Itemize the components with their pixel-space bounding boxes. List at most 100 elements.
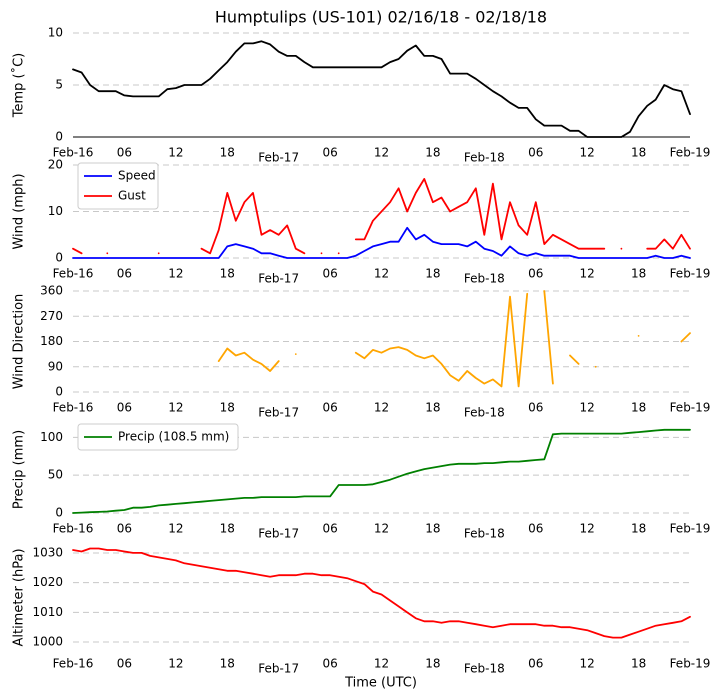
y-tick-label: 0 (55, 385, 63, 399)
y-tick-label: 50 (48, 468, 63, 482)
x-tick-label: 06 (528, 267, 543, 281)
x-tick-label: 18 (220, 522, 235, 536)
x-tick-label: 06 (528, 657, 543, 671)
x-tick-label: 18 (631, 146, 646, 160)
y-tick-label: 180 (40, 334, 63, 348)
legend-box (77, 423, 239, 451)
x-tick-label: 12 (374, 522, 389, 536)
y-tick-label: 1020 (32, 575, 63, 589)
x-tick-label: 12 (580, 657, 595, 671)
x-tick-label: Feb-16 (53, 146, 94, 160)
x-tick-label: Feb-19 (670, 146, 711, 160)
y-tick-label: 0 (55, 506, 63, 520)
x-tick-label: 12 (168, 657, 183, 671)
x-tick-label: 06 (528, 146, 543, 160)
x-tick-label: Feb-16 (53, 401, 94, 415)
y-axis-label: Wind (mph) (12, 173, 27, 249)
x-tick-label: 12 (374, 657, 389, 671)
y-axis-label: Temp (˚C) (11, 53, 27, 119)
data-line (72, 226, 691, 259)
x-tick-label: 12 (374, 146, 389, 160)
x-tick-label: 12 (168, 267, 183, 281)
x-tick-label: Feb-17 (258, 662, 299, 676)
x-tick-label: 18 (631, 522, 646, 536)
legend-label: Speed (118, 169, 156, 183)
x-tick-label: Feb-17 (258, 406, 299, 420)
y-tick-label: 10 (48, 204, 63, 218)
x-tick-label: 12 (374, 267, 389, 281)
x-tick-label: 18 (220, 401, 235, 415)
x-tick-label: 18 (425, 657, 440, 671)
x-tick-label: Feb-19 (670, 522, 711, 536)
y-tick-label: 20 (48, 158, 63, 172)
legend-label: Precip (108.5 mm) (118, 430, 229, 444)
x-tick-label: 18 (425, 522, 440, 536)
x-tick-label: 18 (631, 401, 646, 415)
x-tick-label: 12 (168, 146, 183, 160)
legend-label: Gust (118, 189, 146, 203)
data-line (72, 547, 691, 639)
x-tick-label: Feb-18 (464, 662, 505, 676)
x-tick-label: 06 (117, 522, 132, 536)
x-tick-label: 18 (631, 657, 646, 671)
x-tick-label: 12 (580, 146, 595, 160)
x-tick-label: 12 (374, 401, 389, 415)
y-tick-label: 360 (40, 284, 63, 298)
x-tick-label: 18 (220, 146, 235, 160)
x-tick-label: 12 (580, 522, 595, 536)
x-tick-label: Feb-18 (464, 151, 505, 165)
y-tick-label: 5 (55, 78, 63, 92)
x-tick-label: 18 (425, 146, 440, 160)
y-axis-label: Wind Direction (12, 294, 27, 390)
x-tick-label: 06 (117, 657, 132, 671)
x-tick-label: 06 (322, 146, 337, 160)
x-tick-label: 06 (528, 522, 543, 536)
data-line (217, 290, 691, 388)
x-tick-label: Feb-17 (258, 527, 299, 541)
x-tick-label: 06 (322, 522, 337, 536)
x-tick-label: 18 (220, 657, 235, 671)
x-tick-label: Feb-17 (258, 151, 299, 165)
x-tick-label: 06 (117, 401, 132, 415)
x-tick-label: 06 (528, 401, 543, 415)
x-tick-label: Feb-18 (464, 406, 505, 420)
y-tick-label: 0 (55, 130, 63, 144)
chart-title: Humptulips (US-101) 02/16/18 - 02/18/18 (215, 8, 547, 27)
x-tick-label: 06 (117, 267, 132, 281)
x-tick-label: Feb-19 (670, 401, 711, 415)
y-tick-label: 1030 (32, 545, 63, 559)
x-tick-label: Feb-19 (670, 267, 711, 281)
x-tick-label: Feb-18 (464, 527, 505, 541)
y-axis-label: Altimeter (hPa) (12, 548, 27, 646)
y-tick-label: 270 (40, 309, 63, 323)
x-tick-label: 18 (425, 267, 440, 281)
y-tick-label: 1000 (32, 635, 63, 649)
legend-box (77, 162, 159, 210)
x-tick-label: Feb-16 (53, 267, 94, 281)
y-tick-label: 90 (48, 359, 63, 373)
y-tick-label: 10 (48, 26, 63, 40)
x-tick-label: 12 (168, 401, 183, 415)
x-tick-label: 06 (322, 401, 337, 415)
y-tick-label: 1010 (32, 605, 63, 619)
x-tick-label: 06 (117, 146, 132, 160)
x-tick-label: 12 (580, 267, 595, 281)
x-axis-label: Time (UTC) (344, 676, 417, 691)
data-line (72, 178, 691, 255)
data-line (72, 428, 691, 514)
x-tick-label: Feb-16 (53, 522, 94, 536)
x-tick-label: Feb-18 (464, 272, 505, 286)
data-line (72, 40, 691, 138)
x-tick-label: Feb-16 (53, 657, 94, 671)
x-tick-label: Feb-19 (670, 657, 711, 671)
x-tick-label: Feb-17 (258, 272, 299, 286)
x-tick-label: 18 (220, 267, 235, 281)
x-tick-label: 06 (322, 657, 337, 671)
x-tick-label: 18 (425, 401, 440, 415)
y-tick-label: 100 (40, 430, 63, 444)
x-tick-label: 18 (631, 267, 646, 281)
x-tick-label: 06 (322, 267, 337, 281)
x-tick-label: 12 (168, 522, 183, 536)
